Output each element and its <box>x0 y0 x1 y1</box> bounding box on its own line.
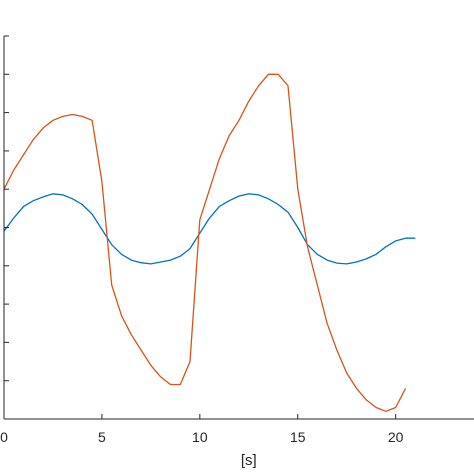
x-tick-label: 5 <box>98 429 106 445</box>
plot-lines <box>3 73 416 412</box>
x-tick-label: 10 <box>192 429 208 445</box>
y-ticks <box>4 35 9 420</box>
x-tick-label: 15 <box>290 429 306 445</box>
x-axis-label: [s] <box>241 452 257 469</box>
x-tick-label: 20 <box>388 429 404 445</box>
series-line-2 <box>3 73 407 412</box>
series-line-1 <box>3 193 416 265</box>
x-ticks: 0 5 10 15 20 <box>0 414 404 445</box>
x-tick-label: 0 <box>0 429 8 445</box>
